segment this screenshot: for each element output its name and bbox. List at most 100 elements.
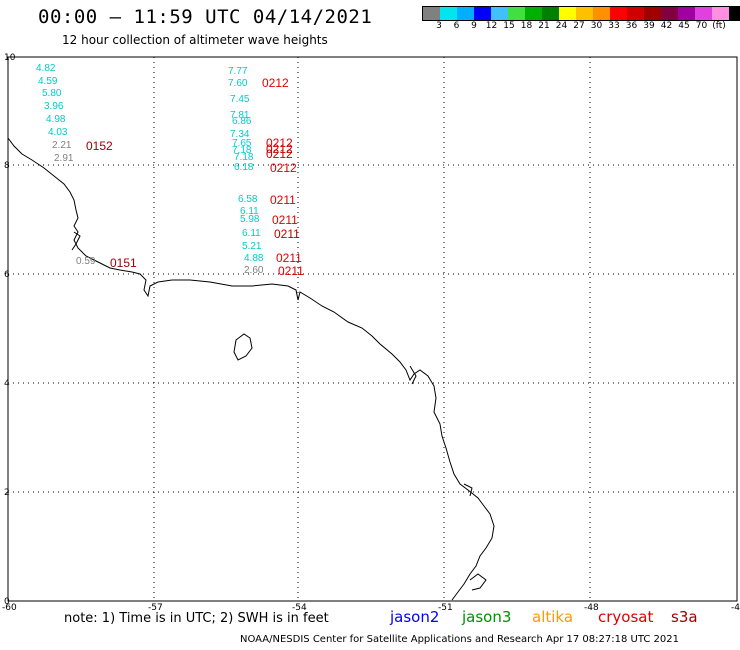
lon-label: -48 — [584, 603, 599, 613]
lat-label: 2 — [4, 488, 10, 498]
pass-time-label: 0212 — [266, 147, 293, 161]
colorbar-label: 27 — [573, 21, 585, 31]
lon-label: -51 — [438, 603, 453, 613]
lon-label: -45 — [731, 603, 740, 613]
lat-label: 6 — [4, 270, 10, 280]
legend-jason2: jason2 — [390, 608, 440, 626]
wave-height-value: 6.11 — [240, 206, 259, 217]
wave-height-value: 4.82 — [36, 63, 56, 74]
credit-text: NOAA/NESDIS Center for Satellite Applica… — [240, 634, 679, 645]
pass-time-label: 0212 — [270, 161, 297, 175]
pass-time-label: 0211 — [270, 193, 296, 207]
colorbar-swatch — [593, 7, 610, 20]
coastline — [7, 137, 495, 601]
lat-label: 10 — [4, 53, 16, 63]
graticule — [8, 57, 737, 601]
delta — [463, 483, 487, 591]
wave-height-value: 4.03 — [48, 127, 68, 138]
wave-height-value: 7.45 — [230, 94, 250, 105]
lon-label: -60 — [2, 603, 17, 613]
wave-height-value: 4.59 — [38, 76, 58, 87]
wave-height-value: 6.86 — [232, 116, 252, 127]
pass-time-label: 0151 — [110, 256, 137, 270]
wave-height-value: 7.34 — [230, 129, 250, 140]
legend-jason3: jason3 — [462, 608, 512, 626]
colorbar-swatch — [729, 7, 740, 20]
colorbar-label: 45 — [678, 21, 690, 31]
colorbar-swatch — [627, 7, 644, 20]
colorbar-swatch — [423, 7, 440, 20]
wave-height-value: 7.60 — [228, 78, 248, 89]
pass-time-label: 0211 — [276, 251, 302, 265]
wave-height-value: 4.98 — [46, 114, 66, 125]
note-text: note: 1) Time is in UTC; 2) SWH is in fe… — [64, 611, 329, 626]
map-frame — [7, 56, 738, 602]
wave-height-value: 4.88 — [244, 253, 264, 264]
pass-time-label: 0211 — [278, 264, 304, 278]
wave-height-value: 5.21 — [242, 241, 262, 252]
wave-height-value: 2.21 — [52, 140, 72, 151]
colorbar-label: 42 — [660, 21, 673, 31]
lat-label: 8 — [4, 161, 10, 171]
wave-height-value: 7.77 — [228, 66, 248, 77]
wave-height-value: 6.18 — [234, 162, 254, 173]
colorbar-swatch — [610, 7, 627, 20]
colorbar-label: 70 — [695, 21, 708, 31]
pass-time-label: 0212 — [262, 76, 289, 90]
colorbar-swatch — [661, 7, 678, 20]
wave-height-value: 2.91 — [54, 153, 74, 164]
colorbar-label: 6 — [453, 21, 460, 31]
pass-time-label: 0211 — [272, 213, 298, 227]
wave-height-value: 2.60 — [244, 265, 264, 276]
pass-time-label: 0212 — [266, 142, 293, 156]
colorbar-swatch — [508, 7, 525, 20]
colorbar-swatch — [474, 7, 491, 20]
legend-cryosat: cryosat — [598, 608, 654, 626]
lon-label: -54 — [292, 603, 307, 613]
wave-height-value: 5.98 — [240, 214, 260, 225]
pass-time-label: 0152 — [86, 139, 113, 153]
colorbar-swatch — [525, 7, 542, 20]
colorbar-swatch — [491, 7, 508, 20]
wave-height-value: 0.59 — [76, 256, 96, 267]
lat-label: 4 — [4, 379, 10, 389]
wave-height-value: 7.18 — [232, 145, 252, 156]
legend-altika: altika — [532, 608, 574, 626]
wave-height-value: 7.81 — [230, 110, 250, 121]
page-title: 00:00 – 11:59 UTC 04/14/2021 — [38, 6, 373, 28]
colorbar-swatch — [440, 7, 457, 20]
estuary — [409, 365, 417, 385]
colorbar-label: 21 — [538, 21, 550, 31]
colorbar-swatch — [678, 7, 695, 20]
colorbar-label: 24 — [555, 21, 568, 31]
colorbar-swatch — [576, 7, 593, 20]
colorbar-swatch — [457, 7, 474, 20]
colorbar-swatch — [559, 7, 576, 20]
wave-height-value: 7.18 — [234, 152, 254, 163]
colorbar-label: (ft) — [712, 21, 726, 31]
colorbar-label: 36 — [625, 21, 638, 31]
legend-s3a: s3a — [671, 608, 698, 626]
colorbar-swatch — [644, 7, 661, 20]
wave-height-value: 6.58 — [238, 194, 258, 205]
colorbar-label: 9 — [471, 21, 477, 31]
wave-height-value: 3.96 — [44, 101, 64, 112]
colorbar-swatch — [542, 7, 559, 20]
colorbar-label: 3 — [436, 21, 442, 31]
colorbar — [422, 6, 740, 21]
page-subtitle: 12 hour collection of altimeter wave hei… — [62, 33, 328, 47]
river-mouth — [71, 231, 81, 251]
island — [233, 333, 253, 361]
colorbar-label: 30 — [590, 21, 603, 31]
wave-height-value: 6.11 — [242, 228, 261, 239]
colorbar-swatch — [695, 7, 712, 20]
pass-time-label: 0212 — [266, 136, 293, 150]
colorbar-label: 18 — [520, 21, 533, 31]
pass-time-label: 0211 — [274, 227, 300, 241]
colorbar-label: 33 — [608, 21, 620, 31]
wave-height-value: 5.80 — [42, 88, 62, 99]
colorbar-label: 12 — [485, 21, 498, 31]
lat-label: 0 — [4, 597, 10, 607]
lon-label: -57 — [148, 603, 163, 613]
